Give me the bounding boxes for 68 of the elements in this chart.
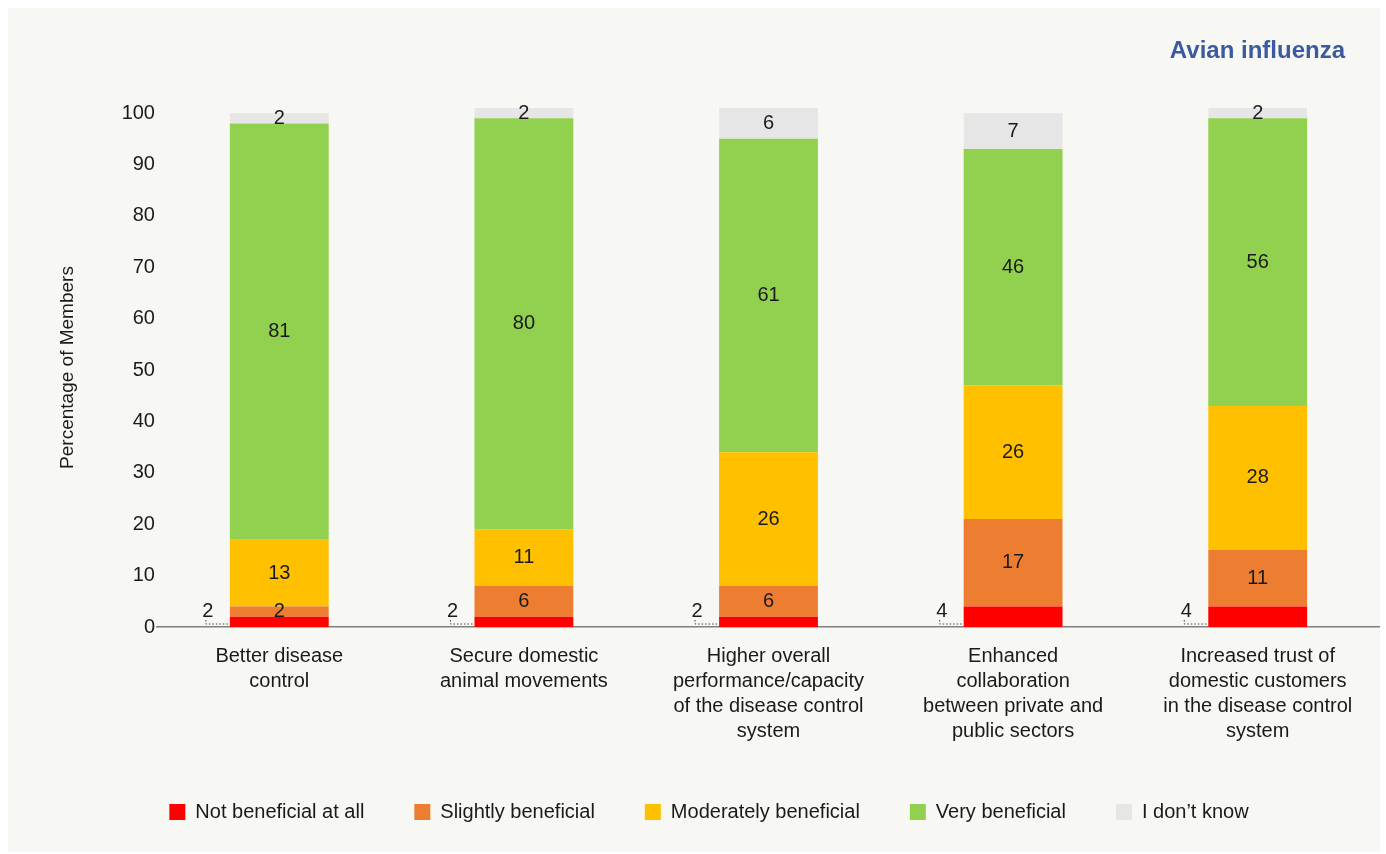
data-label: 2 [691, 598, 703, 621]
data-label: 4 [1180, 598, 1192, 621]
legend-label: Very beneficial [935, 799, 1066, 822]
data-label: 17 [1001, 550, 1025, 573]
data-label: 26 [757, 506, 780, 529]
bar [1208, 118, 1308, 407]
chart-title: Avian influenza [1169, 36, 1345, 64]
y-tick-label: 0 [143, 614, 155, 637]
bar [719, 616, 818, 627]
x-tick-label: Better disease control [215, 644, 344, 692]
data-label: 11 [513, 545, 535, 568]
y-tick-label: 50 [132, 357, 155, 380]
data-label: 6 [762, 110, 775, 133]
bar [719, 138, 818, 453]
data-label: 46 [1001, 254, 1025, 277]
bar [963, 606, 1063, 627]
bar [719, 585, 818, 617]
data-label: 2 [273, 105, 285, 128]
y-tick-label: 90 [132, 152, 155, 175]
y-tick-label: 30 [132, 460, 155, 483]
bar [963, 149, 1063, 386]
bar [1208, 406, 1308, 550]
x-tick-label: Higher overall performance/capacity of the disease control system [672, 644, 865, 742]
y-tick-label: 20 [132, 511, 155, 534]
bar [719, 452, 818, 586]
bar [963, 113, 1063, 150]
y-tick-label: 80 [132, 203, 155, 226]
bar [719, 108, 818, 139]
data-label: 2 [1252, 100, 1264, 123]
data-label: 11 [1247, 565, 1269, 588]
data-label: 26 [1001, 439, 1025, 462]
bar [1208, 549, 1308, 607]
x-tick-label: Enhanced collaboration between private and public sectors [923, 644, 1104, 742]
bar [963, 385, 1063, 520]
data-label: 81 [268, 319, 291, 342]
x-tick-label: Secure domestic animal movements [439, 644, 608, 692]
data-label: 2 [446, 598, 459, 621]
bar [474, 585, 574, 617]
y-tick-label: 60 [132, 306, 155, 329]
data-label: 4 [936, 598, 948, 621]
data-label: 28 [1246, 465, 1269, 488]
bar [474, 616, 574, 627]
y-axis-title: Percentage of Members [55, 266, 77, 469]
data-label: 7 [1007, 118, 1019, 141]
data-label: 6 [762, 588, 775, 611]
y-tick-label: 10 [132, 563, 155, 586]
y-tick-label: 100 [121, 100, 155, 123]
y-tick-label: 70 [132, 254, 155, 277]
bar [229, 616, 329, 627]
bar [474, 529, 574, 586]
data-label: 2 [518, 100, 530, 123]
data-label: 2 [202, 598, 214, 621]
data-label: 6 [518, 588, 530, 611]
bar [963, 519, 1063, 607]
data-label: 2 [273, 599, 285, 622]
data-label: 56 [1246, 249, 1269, 272]
legend-label: Slightly beneficial [440, 799, 595, 822]
data-label: 61 [757, 283, 780, 306]
bar [474, 118, 574, 530]
legend-label: Moderately beneficial [670, 799, 860, 822]
bar [229, 123, 329, 540]
y-tick-label: 40 [132, 408, 155, 431]
bar [1208, 606, 1308, 627]
data-label: 13 [268, 560, 291, 583]
legend-label: Not beneficial at all [195, 799, 365, 822]
legend-label: I don’t know [1141, 799, 1250, 822]
data-label: 80 [512, 311, 536, 334]
x-tick-label: Increased trust of domestic customers in the disease control system [1163, 644, 1353, 742]
